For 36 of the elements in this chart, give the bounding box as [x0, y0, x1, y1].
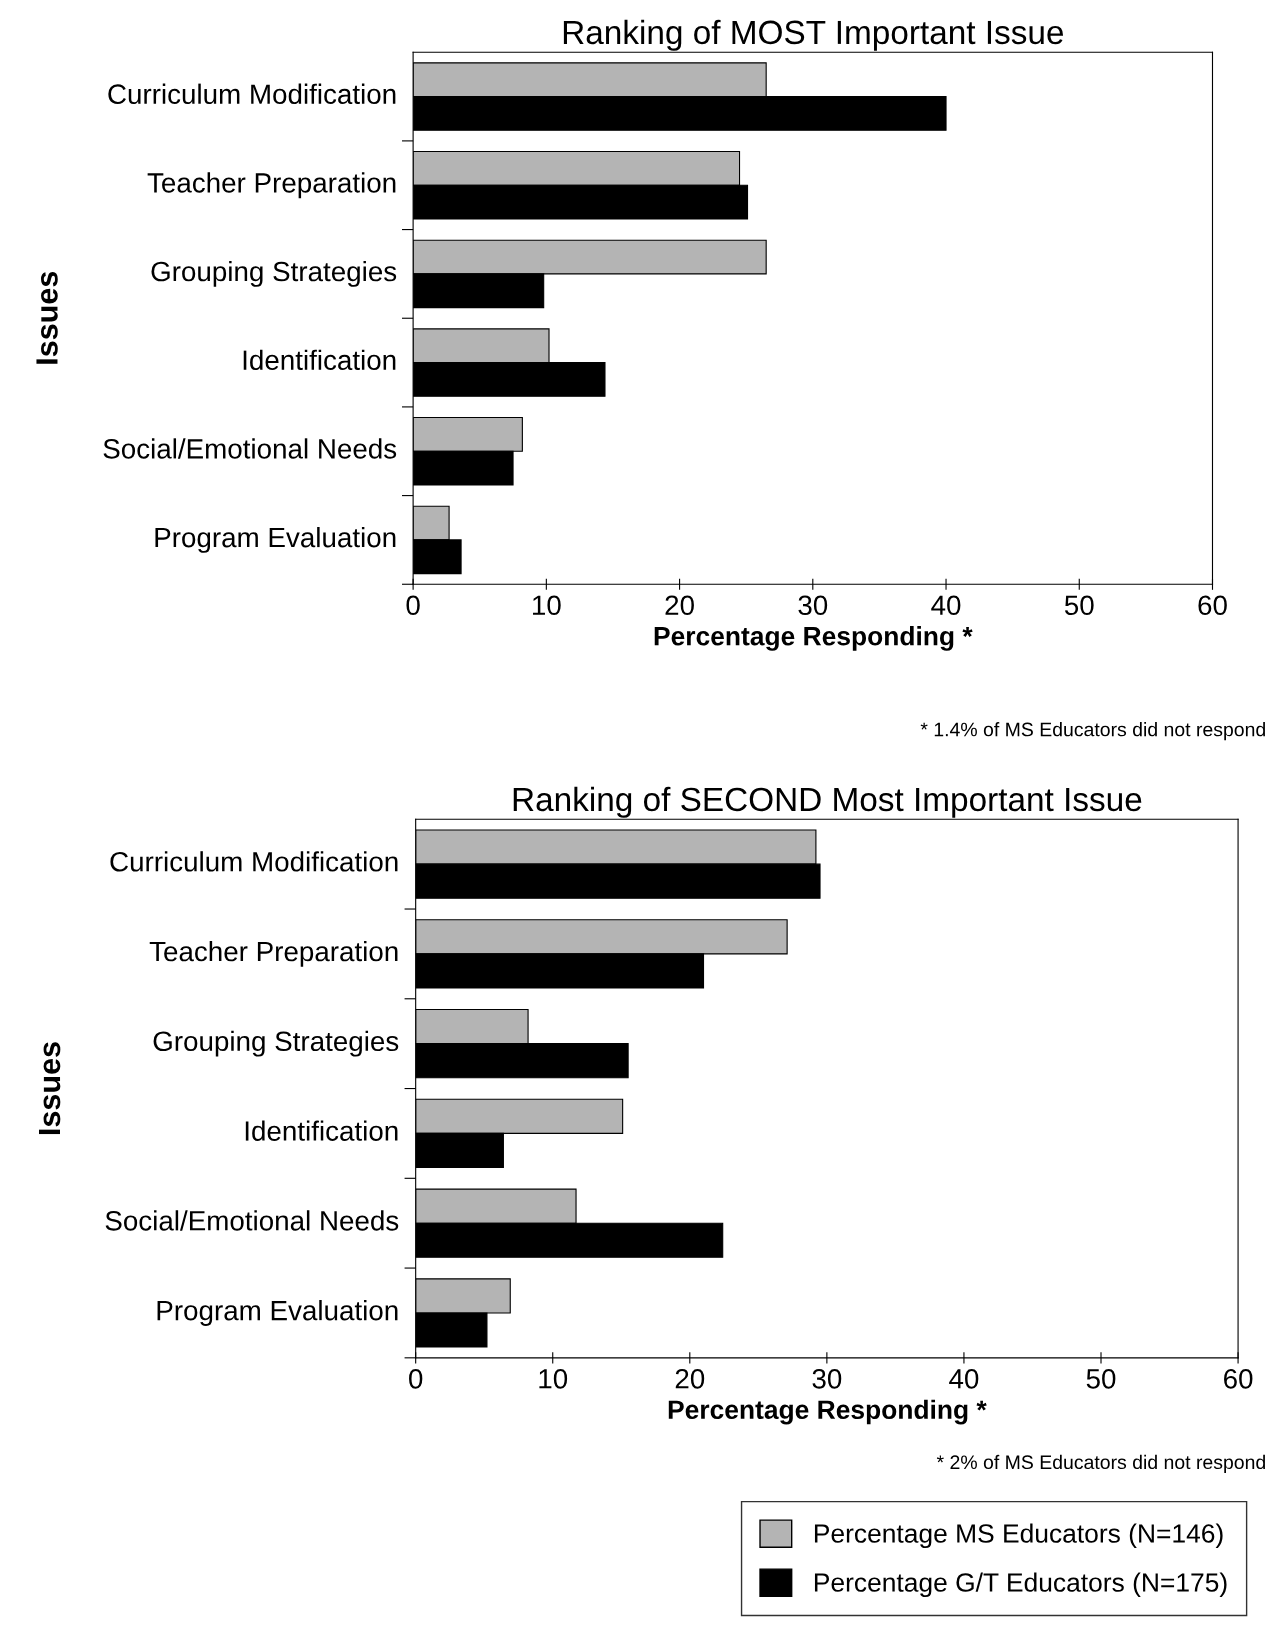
- y-tick-label: Grouping Strategies: [151, 260, 397, 287]
- x-tick-label: 10: [539, 1368, 568, 1389]
- chart-title: Ranking of SECOND Most Important Issue: [513, 786, 1142, 818]
- y-tick-label: Program Evaluation: [157, 1300, 398, 1326]
- x-tick-label: 10: [533, 595, 561, 616]
- y-tick-label: Curriculum Modification: [110, 851, 398, 872]
- x-tick-label: 40: [931, 595, 961, 616]
- text: * 1.4% of MS Educators did not respond: [920, 722, 1265, 741]
- y-tick-label: Teacher Preparation: [149, 940, 398, 967]
- text: * 2% of MS Educators did not respond: [936, 1454, 1265, 1473]
- x-tick-label: 0: [409, 1368, 423, 1389]
- y-tick-label: Teacher Preparation: [147, 172, 396, 199]
- x-tick-label: 30: [812, 1368, 842, 1389]
- x-tick-label: 20: [665, 595, 694, 616]
- x-axis-title: Percentage Responding *: [654, 626, 973, 651]
- x-tick-label: 30: [798, 595, 828, 616]
- y-tick-label: Curriculum Modification: [108, 83, 396, 105]
- y-tick-label: Program Evaluation: [155, 526, 396, 553]
- x-tick-label: 60: [1198, 595, 1227, 616]
- y-axis-title: Issues: [36, 271, 58, 364]
- x-tick-label: 40: [949, 1368, 979, 1389]
- legend-label: Percentage MS Educators (N=146): [814, 1523, 1223, 1549]
- x-axis-title: Percentage Responding *: [668, 1399, 987, 1425]
- x-tick-label: 60: [1224, 1368, 1253, 1389]
- chart-title: Ranking of MOST Important Issue: [563, 19, 1063, 51]
- x-tick-label: 20: [675, 1368, 705, 1389]
- y-tick-label: Social/Emotional Needs: [105, 1210, 399, 1231]
- x-tick-label: 50: [1064, 595, 1094, 616]
- x-tick-label: 50: [1086, 1368, 1116, 1389]
- y-tick-label: Social/Emotional Needs: [103, 438, 397, 459]
- y-tick-label: Identification: [245, 1120, 398, 1141]
- y-tick-label: Identification: [243, 349, 396, 371]
- legend-label: Percentage G/T Educators (N=175): [814, 1572, 1227, 1598]
- x-tick-label: 0: [406, 595, 420, 616]
- y-tick-label: Grouping Strategies: [153, 1030, 399, 1057]
- y-axis-title: Issues: [39, 1042, 61, 1135]
